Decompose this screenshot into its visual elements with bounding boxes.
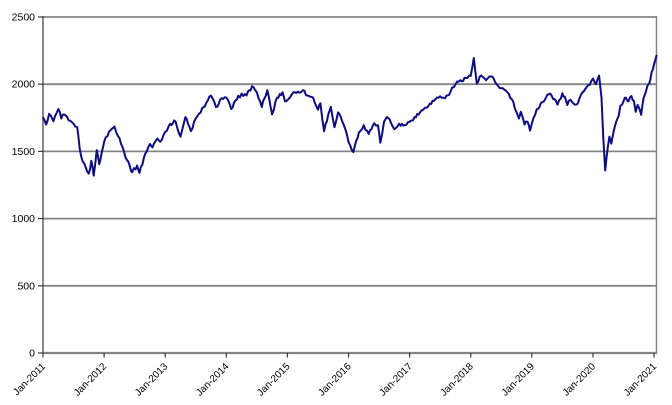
x-tick-label: Jan-2015 — [255, 361, 293, 399]
x-tick-label: Jan-2017 — [377, 361, 415, 399]
y-tick-label: 500 — [17, 280, 35, 292]
series-line — [42, 54, 658, 177]
x-tick-label: Jan-2011 — [11, 361, 48, 398]
x-tick-label: Jan-2021 — [622, 361, 660, 399]
y-tick-label: 1000 — [12, 213, 36, 225]
x-tick-label: Jan-2013 — [133, 361, 171, 399]
x-tick-label: Jan-2012 — [72, 361, 110, 399]
x-tick-label: Jan-2018 — [439, 361, 477, 399]
x-tick-label: Jan-2016 — [316, 361, 354, 399]
y-tick-label: 0 — [29, 348, 35, 360]
x-tick-label: Jan-2014 — [194, 361, 232, 399]
x-tick-label: Jan-2019 — [500, 361, 538, 399]
y-tick-label: 1500 — [12, 146, 36, 158]
y-tick-label: 2000 — [12, 79, 36, 91]
y-tick-label: 2500 — [12, 12, 36, 24]
x-tick-label: Jan-2020 — [561, 361, 599, 399]
